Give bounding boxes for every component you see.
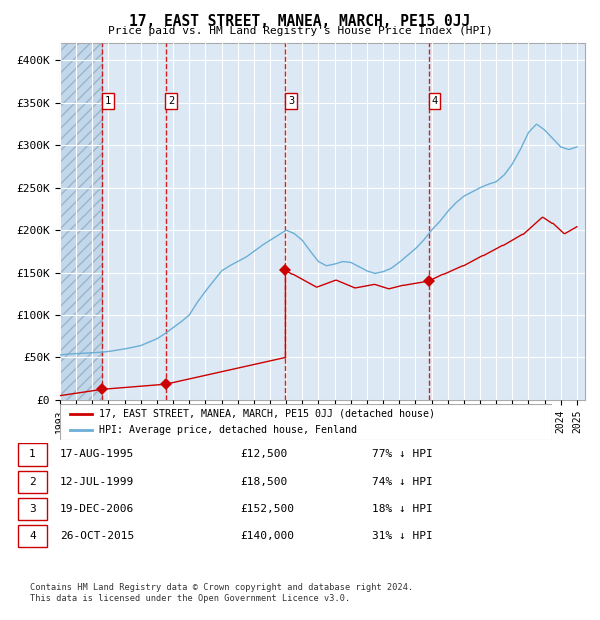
- FancyBboxPatch shape: [18, 443, 47, 466]
- Text: 17, EAST STREET, MANEA, MARCH, PE15 0JJ: 17, EAST STREET, MANEA, MARCH, PE15 0JJ: [130, 14, 470, 29]
- Text: 19-DEC-2006: 19-DEC-2006: [60, 504, 134, 514]
- Text: £140,000: £140,000: [240, 531, 294, 541]
- Text: 26-OCT-2015: 26-OCT-2015: [60, 531, 134, 541]
- Text: £18,500: £18,500: [240, 477, 287, 487]
- Text: £152,500: £152,500: [240, 504, 294, 514]
- Text: 1: 1: [29, 450, 36, 459]
- FancyBboxPatch shape: [18, 471, 47, 493]
- Text: 31% ↓ HPI: 31% ↓ HPI: [372, 531, 433, 541]
- Text: This data is licensed under the Open Government Licence v3.0.: This data is licensed under the Open Gov…: [30, 595, 350, 603]
- Text: 17, EAST STREET, MANEA, MARCH, PE15 0JJ (detached house): 17, EAST STREET, MANEA, MARCH, PE15 0JJ …: [100, 409, 436, 419]
- Text: HPI: Average price, detached house, Fenland: HPI: Average price, detached house, Fenl…: [100, 425, 358, 435]
- FancyBboxPatch shape: [18, 498, 47, 520]
- Text: £12,500: £12,500: [240, 450, 287, 459]
- Text: 4: 4: [29, 531, 36, 541]
- FancyBboxPatch shape: [60, 404, 552, 440]
- Text: 4: 4: [431, 96, 437, 106]
- Text: 12-JUL-1999: 12-JUL-1999: [60, 477, 134, 487]
- Text: 77% ↓ HPI: 77% ↓ HPI: [372, 450, 433, 459]
- FancyBboxPatch shape: [18, 525, 47, 547]
- Text: Contains HM Land Registry data © Crown copyright and database right 2024.: Contains HM Land Registry data © Crown c…: [30, 583, 413, 592]
- Text: 2: 2: [29, 477, 36, 487]
- Bar: [60, 43, 103, 400]
- Text: 3: 3: [288, 96, 294, 106]
- Text: 18% ↓ HPI: 18% ↓ HPI: [372, 504, 433, 514]
- Text: 3: 3: [29, 504, 36, 514]
- Text: 74% ↓ HPI: 74% ↓ HPI: [372, 477, 433, 487]
- Text: Price paid vs. HM Land Registry's House Price Index (HPI): Price paid vs. HM Land Registry's House …: [107, 26, 493, 36]
- Text: 1: 1: [105, 96, 111, 106]
- Text: 17-AUG-1995: 17-AUG-1995: [60, 450, 134, 459]
- Text: 2: 2: [168, 96, 175, 106]
